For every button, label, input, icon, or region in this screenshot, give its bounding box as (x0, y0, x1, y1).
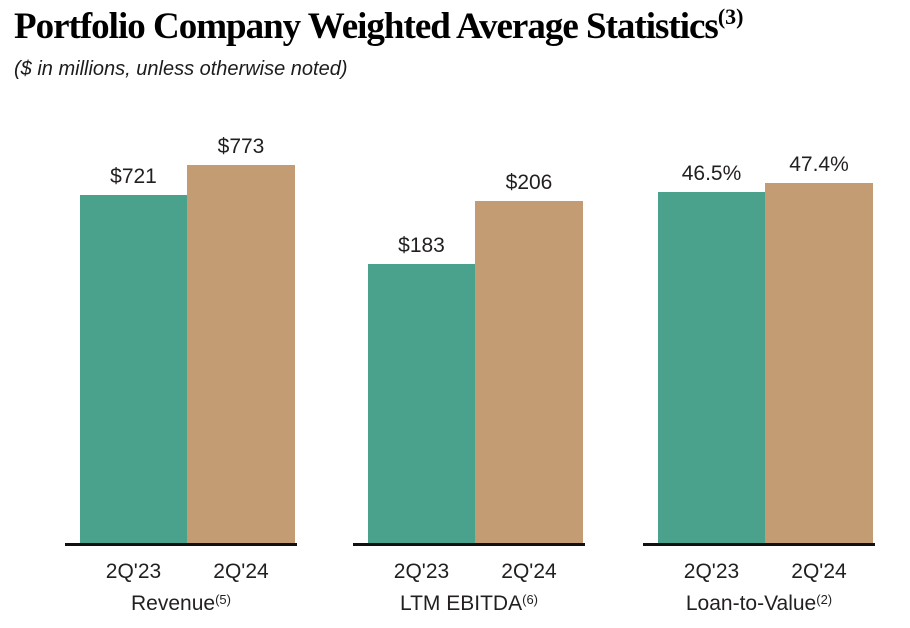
bar-value-label: $773 (217, 135, 265, 158)
group-label-ltm-ebitda: LTM EBITDA(6) (353, 592, 585, 616)
page-subtitle: ($ in millions, unless otherwise noted) (14, 58, 348, 80)
plot-area-loan-to-value: 46.5% 47.4% (643, 0, 875, 546)
x-axis-line (65, 543, 297, 546)
plot-area-revenue: $721 $773 (65, 0, 297, 546)
bar-revenue-2q23: $721 (80, 166, 187, 543)
x-tick-2q24: 2Q'24 (501, 560, 557, 583)
bar-loan-to-value-2q24: 47.4% (765, 154, 873, 543)
x-axis-line (353, 543, 585, 546)
page-title-text: Portfolio Company Weighted Average Stati… (14, 6, 719, 47)
group-label-text: LTM EBITDA (399, 592, 523, 615)
chart-group-revenue: $721 $773 2Q'23 2Q'24 Revenue(5) (65, 0, 297, 628)
x-tick-2q23: 2Q'23 (393, 560, 450, 583)
chart-group-ltm-ebitda: $183 $206 2Q'23 2Q'24 LTM EBITDA(6) (353, 0, 585, 628)
bar-value-label: $206 (505, 171, 553, 194)
bar-ltm-ebitda-2q24: $206 (475, 172, 583, 543)
group-label-loan-to-value: Loan-to-Value(2) (643, 592, 875, 616)
group-label-revenue: Revenue(5) (65, 592, 297, 616)
group-label-footnote-marker: (5) (215, 592, 231, 607)
bar-loan-to-value-2q23: 46.5% (658, 163, 765, 543)
group-label-text: Loan-to-Value (685, 592, 817, 615)
x-tick-2q23: 2Q'23 (105, 560, 162, 583)
group-label-footnote-marker: (2) (816, 592, 833, 607)
bar-value-label: 47.4% (789, 153, 849, 176)
x-tick-2q23: 2Q'23 (683, 560, 740, 583)
group-label-footnote-marker: (6) (522, 592, 538, 607)
x-tick-2q24: 2Q'24 (213, 560, 269, 583)
page-title-footnote-marker: (3) (717, 4, 744, 29)
x-tick-2q24: 2Q'24 (791, 560, 847, 583)
page-title: Portfolio Company Weighted Average Stati… (14, 4, 744, 48)
x-axis-line (643, 543, 875, 546)
bar-revenue-2q24: $773 (187, 136, 295, 543)
bar-ltm-ebitda-2q23: $183 (368, 235, 475, 543)
group-label-text: Revenue (131, 592, 216, 615)
plot-area-ltm-ebitda: $183 $206 (353, 0, 585, 546)
bar-value-label: 46.5% (681, 162, 742, 185)
bar-value-label: $721 (110, 165, 157, 188)
chart-group-loan-to-value: 46.5% 47.4% 2Q'23 2Q'24 Loan-to-Value(2) (643, 0, 875, 628)
bar-value-label: $183 (398, 234, 445, 257)
